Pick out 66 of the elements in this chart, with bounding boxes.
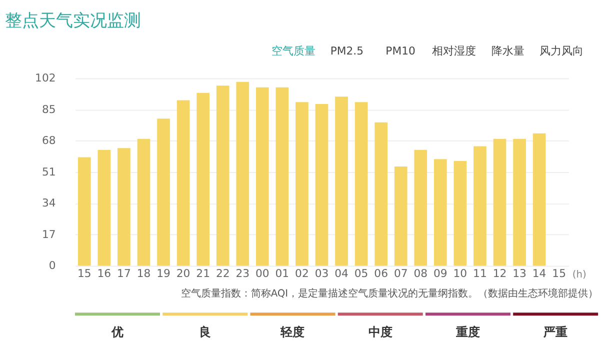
x-tick-label: 01 bbox=[275, 267, 290, 280]
bar bbox=[276, 87, 289, 266]
y-tick-label: 0 bbox=[48, 259, 56, 272]
category-label: 重度 bbox=[454, 324, 480, 339]
x-tick-label: 18 bbox=[136, 267, 151, 280]
y-tick-label: 68 bbox=[42, 134, 56, 148]
bar bbox=[137, 138, 150, 266]
bar bbox=[354, 102, 368, 266]
bar bbox=[296, 102, 308, 266]
x-tick-label: 15 bbox=[552, 267, 566, 280]
x-axis-title: (h) bbox=[572, 270, 586, 281]
bar bbox=[196, 92, 210, 266]
x-tick-label: 19 bbox=[156, 267, 171, 280]
x-tick-label: 11 bbox=[473, 267, 487, 280]
y-tick-label: 85 bbox=[42, 102, 56, 116]
category-label: 优 bbox=[110, 324, 124, 339]
x-tick-label: 07 bbox=[394, 267, 408, 280]
x-tick-label: 12 bbox=[492, 267, 507, 280]
bar bbox=[216, 86, 230, 266]
bar bbox=[118, 148, 130, 266]
bar bbox=[474, 146, 486, 266]
y-tick-label: 51 bbox=[42, 165, 56, 178]
x-tick-label: 04 bbox=[334, 267, 349, 280]
chart-title: 整点天气实况监测 bbox=[4, 10, 141, 30]
x-tick-label: 21 bbox=[196, 267, 210, 280]
bar bbox=[98, 150, 111, 266]
bar bbox=[513, 138, 526, 266]
text: 空气质量指数：简称AQI，是定量描述空气质量状况的无量纲指数。（数据由生态环境部提供） bbox=[180, 287, 598, 300]
category-label: 轻度 bbox=[280, 324, 305, 339]
bar bbox=[374, 122, 388, 266]
x-tick-label: 16 bbox=[97, 267, 112, 280]
x-tick-label: 09 bbox=[434, 267, 448, 280]
y-tick-label: 17 bbox=[42, 228, 56, 241]
category-label: 中度 bbox=[368, 324, 392, 339]
x-tick-label: 14 bbox=[532, 267, 546, 280]
bar bbox=[434, 159, 447, 266]
x-tick-label: 06 bbox=[374, 267, 388, 280]
bar bbox=[414, 150, 428, 266]
y-tick-label: 102 bbox=[35, 72, 56, 85]
x-tick-label: 05 bbox=[354, 267, 368, 280]
x-tick-label: 20 bbox=[176, 267, 190, 280]
bar bbox=[157, 118, 170, 266]
bar bbox=[236, 82, 250, 266]
bar bbox=[78, 157, 91, 266]
text: 空气质量 PM2.5 PM10 相对湿度 降水量 风力风向 bbox=[271, 44, 584, 58]
category-label: 良 bbox=[199, 324, 212, 339]
bar bbox=[256, 87, 269, 266]
bar bbox=[315, 104, 328, 266]
x-tick-label: 10 bbox=[453, 267, 468, 280]
x-tick-label: 03 bbox=[314, 267, 329, 280]
x-tick-label: 23 bbox=[236, 267, 250, 280]
x-tick-label: 22 bbox=[216, 267, 230, 280]
x-tick-label: 08 bbox=[414, 267, 428, 280]
x-tick-label: 17 bbox=[117, 267, 131, 280]
bar bbox=[493, 138, 506, 266]
category-label: 严重 bbox=[542, 324, 568, 339]
x-tick-label: 13 bbox=[512, 267, 527, 280]
x-tick-label: 15 bbox=[77, 267, 92, 280]
x-tick-label: 00 bbox=[256, 267, 270, 280]
y-tick-label: 34 bbox=[42, 196, 56, 210]
bar bbox=[394, 166, 408, 266]
bar bbox=[532, 133, 546, 266]
bar bbox=[335, 96, 348, 266]
x-tick-label: 02 bbox=[295, 267, 309, 280]
bar bbox=[176, 100, 190, 266]
bar bbox=[454, 160, 467, 266]
